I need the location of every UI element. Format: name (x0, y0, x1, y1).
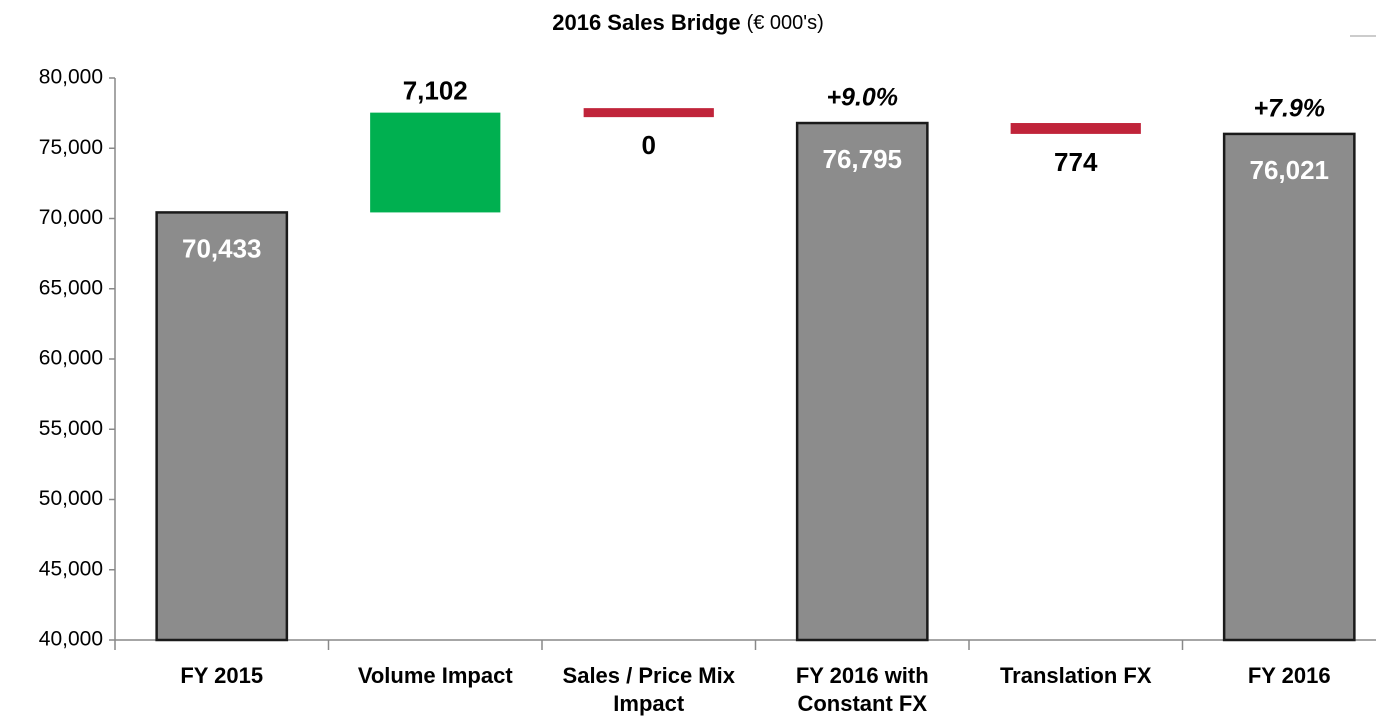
x-tick-label: FY 2016 (1247, 663, 1331, 688)
value-label: 774 (1054, 147, 1098, 177)
y-tick-label: 65,000 (39, 276, 103, 299)
y-tick-label: 80,000 (39, 66, 103, 89)
value-label: 70,433 (182, 233, 262, 263)
y-tick-label: 75,000 (39, 136, 103, 159)
bar (583, 108, 714, 118)
bar (1222, 132, 1356, 642)
bar (370, 112, 501, 213)
y-tick-label: 50,000 (39, 487, 103, 510)
y-tick-label: 70,000 (39, 206, 103, 229)
value-label: 76,021 (1249, 155, 1329, 185)
annotation: +7.9% (1253, 95, 1325, 123)
y-tick-label: 55,000 (39, 417, 103, 440)
chart-subtitle: (€ 000's) (747, 12, 824, 34)
bar (795, 121, 929, 642)
bar (155, 211, 289, 642)
value-label: 76,795 (822, 144, 902, 174)
bar (1010, 123, 1141, 134)
value-label: 0 (642, 130, 656, 160)
x-tick-label: Translation FX (999, 663, 1152, 688)
x-tick-label: FY 2015 (180, 663, 264, 688)
chart-title: 2016 Sales Bridge (552, 10, 740, 35)
x-tick-label: Volume Impact (357, 663, 513, 688)
y-tick-label: 60,000 (39, 347, 103, 370)
chart-title-group: 2016 Sales Bridge (€ 000's) (552, 10, 824, 35)
y-tick-label: 45,000 (39, 557, 103, 580)
y-tick-label: 40,000 (39, 628, 103, 651)
annotation: +9.0% (826, 84, 898, 112)
x-tick-label: FY 2016 with Constant FX (795, 663, 929, 716)
x-tick-label: Sales / Price Mix Impact (562, 663, 735, 716)
value-label: 7,102 (403, 76, 468, 106)
